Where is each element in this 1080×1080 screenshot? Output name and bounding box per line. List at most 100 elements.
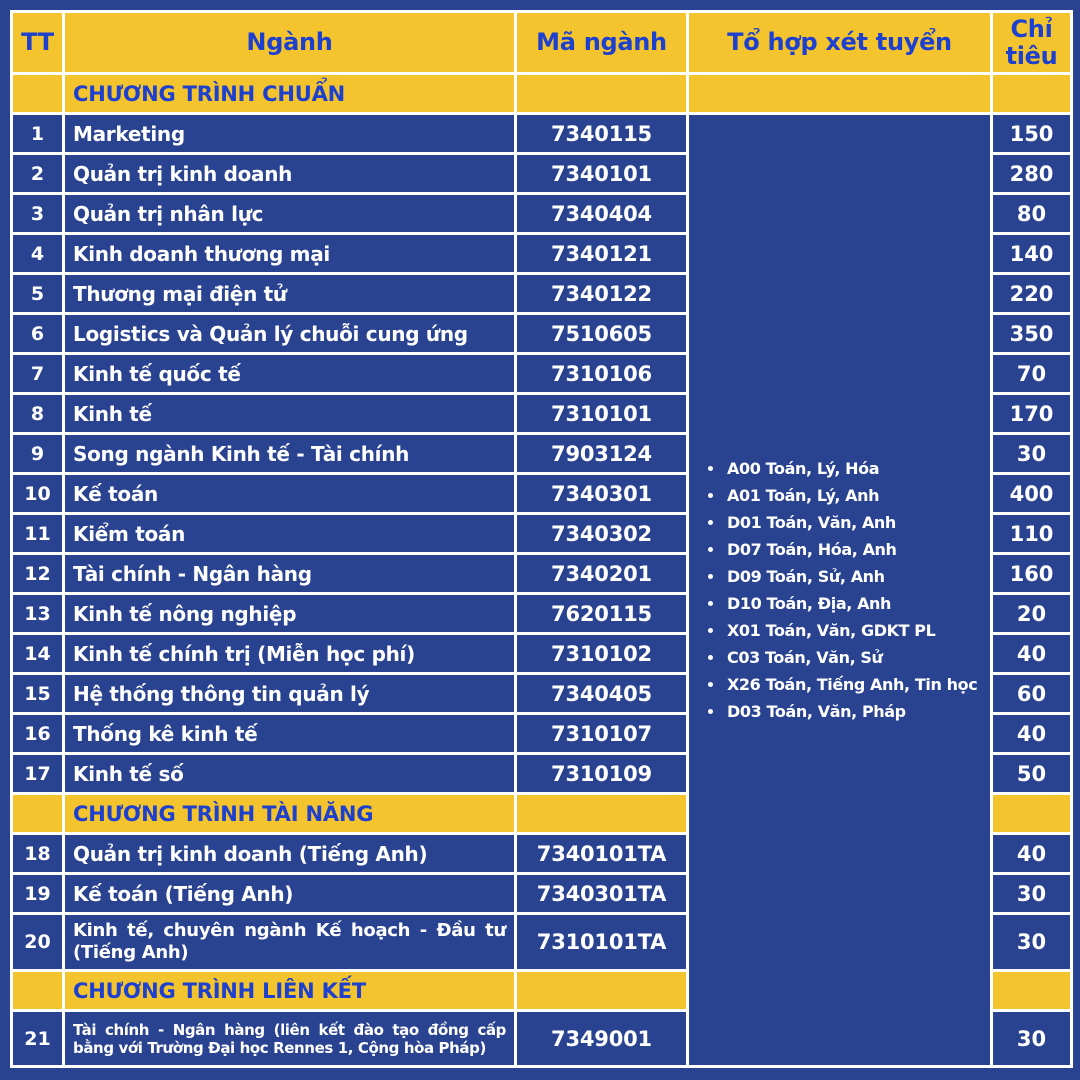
section-quota-cell: [990, 72, 1073, 115]
section-code-cell: [514, 72, 689, 115]
section-tt-cell: [10, 969, 65, 1012]
table-row: 21 Tài chính - Ngân hàng (liên kết đào tạ…: [10, 1009, 1073, 1068]
table-row: 9 Song ngành Kinh tế - Tài chính 7903124 30: [10, 432, 1073, 475]
major-name-cell: Kinh tế: [62, 392, 517, 435]
combination-item: A00 Toán, Lý, Hóa: [725, 459, 989, 478]
table-row: 8 Kinh tế 7310101 170: [10, 392, 1073, 435]
row-number-cell: 19: [10, 872, 65, 915]
quota-cell: 60: [990, 672, 1073, 715]
row-number-cell: 14: [10, 632, 65, 675]
quota-cell: 40: [990, 712, 1073, 755]
quota-cell: 280: [990, 152, 1073, 195]
section-quota-cell: [990, 792, 1073, 835]
row-number-cell: 3: [10, 192, 65, 235]
row-number-cell: 17: [10, 752, 65, 795]
major-name-cell: Kinh tế chính trị (Miễn học phí): [62, 632, 517, 675]
section-tt-cell: [10, 792, 65, 835]
table-row: 10 Kế toán 7340301 400: [10, 472, 1073, 515]
table-row: 16 Thống kê kinh tế 7310107 40: [10, 712, 1073, 755]
combinations-list: A00 Toán, Lý, Hóa A01 Toán, Lý, Anh D01 To…: [691, 459, 989, 721]
quota-cell: 110: [990, 512, 1073, 555]
table-row: 13 Kinh tế nông nghiệp 7620115 20: [10, 592, 1073, 635]
major-name-cell: Marketing: [62, 112, 517, 155]
section-row: CHƯƠNG TRÌNH CHUẨN: [10, 72, 1073, 115]
quota-cell: 150: [990, 112, 1073, 155]
major-name-cell: Kế toán: [62, 472, 517, 515]
major-code-cell: 7340302: [514, 512, 689, 555]
major-code-cell: 7340122: [514, 272, 689, 315]
combination-item: C03 Toán, Văn, Sử: [725, 648, 989, 667]
major-code-cell: 7510605: [514, 312, 689, 355]
major-code-cell: 7310109: [514, 752, 689, 795]
quota-cell: 70: [990, 352, 1073, 395]
major-code-cell: 7310106: [514, 352, 689, 395]
row-number-cell: 15: [10, 672, 65, 715]
major-name-cell: Thương mại điện tử: [62, 272, 517, 315]
major-name-cell: Quản trị kinh doanh: [62, 152, 517, 195]
combination-item: D10 Toán, Địa, Anh: [725, 594, 989, 613]
major-name-cell: Tài chính - Ngân hàng (liên kết đào tạo …: [62, 1009, 517, 1068]
row-number-cell: 18: [10, 832, 65, 875]
major-code-cell: 7340201: [514, 552, 689, 595]
quota-cell: 30: [990, 1009, 1073, 1068]
quota-cell: 40: [990, 832, 1073, 875]
major-code-cell: 7310107: [514, 712, 689, 755]
row-number-cell: 7: [10, 352, 65, 395]
quota-cell: 220: [990, 272, 1073, 315]
quota-cell: 20: [990, 592, 1073, 635]
row-number-cell: 1: [10, 112, 65, 155]
major-code-cell: 7349001: [514, 1009, 689, 1068]
major-name-cell: Song ngành Kinh tế - Tài chính: [62, 432, 517, 475]
major-code-cell: 7310101TA: [514, 912, 689, 972]
combination-item: D01 Toán, Văn, Anh: [725, 513, 989, 532]
quota-cell: 350: [990, 312, 1073, 355]
row-number-cell: 16: [10, 712, 65, 755]
table-row: 4 Kinh doanh thương mại 7340121 140: [10, 232, 1073, 275]
combination-item: X26 Toán, Tiếng Anh, Tin học: [725, 675, 989, 694]
major-name-cell: Thống kê kinh tế: [62, 712, 517, 755]
section-title-cell: CHƯƠNG TRÌNH LIÊN KẾT: [62, 969, 517, 1012]
row-number-cell: 13: [10, 592, 65, 635]
major-code-cell: 7340301: [514, 472, 689, 515]
major-code-cell: 7903124: [514, 432, 689, 475]
table-row: 17 Kinh tế số 7310109 50: [10, 752, 1073, 795]
major-code-cell: 7340101: [514, 152, 689, 195]
admissions-table: TT Ngành Mã ngành Tổ hợp xét tuyển Chỉ t…: [10, 10, 1073, 1068]
combination-item: X01 Toán, Văn, GDKT PL: [725, 621, 989, 640]
quota-cell: 400: [990, 472, 1073, 515]
row-number-cell: 2: [10, 152, 65, 195]
major-name-cell: Kinh doanh thương mại: [62, 232, 517, 275]
row-number-cell: 12: [10, 552, 65, 595]
combinations-cell: A00 Toán, Lý, Hóa A01 Toán, Lý, Anh D01 To…: [686, 112, 993, 1068]
major-name-cell: Kinh tế số: [62, 752, 517, 795]
major-name-cell: Kiểm toán: [62, 512, 517, 555]
quota-cell: 80: [990, 192, 1073, 235]
combination-item: D07 Toán, Hóa, Anh: [725, 540, 989, 559]
quota-cell: 160: [990, 552, 1073, 595]
header-chi-tieu: Chỉ tiêu: [990, 10, 1073, 75]
section-title-cell: CHƯƠNG TRÌNH TÀI NĂNG: [62, 792, 517, 835]
major-code-cell: 7310101: [514, 392, 689, 435]
table-row: 12 Tài chính - Ngân hàng 7340201 160: [10, 552, 1073, 595]
table-row: 18 Quản trị kinh doanh (Tiếng Anh) 7340101…: [10, 832, 1073, 875]
section-combo-cell: [686, 72, 993, 115]
row-number-cell: 4: [10, 232, 65, 275]
quota-cell: 50: [990, 752, 1073, 795]
quota-cell: 140: [990, 232, 1073, 275]
row-number-cell: 5: [10, 272, 65, 315]
major-code-cell: 7340301TA: [514, 872, 689, 915]
major-name-cell: Tài chính - Ngân hàng: [62, 552, 517, 595]
section-code-cell: [514, 969, 689, 1012]
table-row: 6 Logistics và Quản lý chuỗi cung ứng 7510…: [10, 312, 1073, 355]
table-row: 15 Hệ thống thông tin quản lý 7340405 60: [10, 672, 1073, 715]
section-title-cell: CHƯƠNG TRÌNH CHUẨN: [62, 72, 517, 115]
major-code-cell: 7340404: [514, 192, 689, 235]
combination-item: A01 Toán, Lý, Anh: [725, 486, 989, 505]
major-name-cell: Kinh tế nông nghiệp: [62, 592, 517, 635]
quota-cell: 170: [990, 392, 1073, 435]
header-ma-nganh: Mã ngành: [514, 10, 689, 75]
combination-item: D03 Toán, Văn, Pháp: [725, 702, 989, 721]
row-number-cell: 6: [10, 312, 65, 355]
section-quota-cell: [990, 969, 1073, 1012]
